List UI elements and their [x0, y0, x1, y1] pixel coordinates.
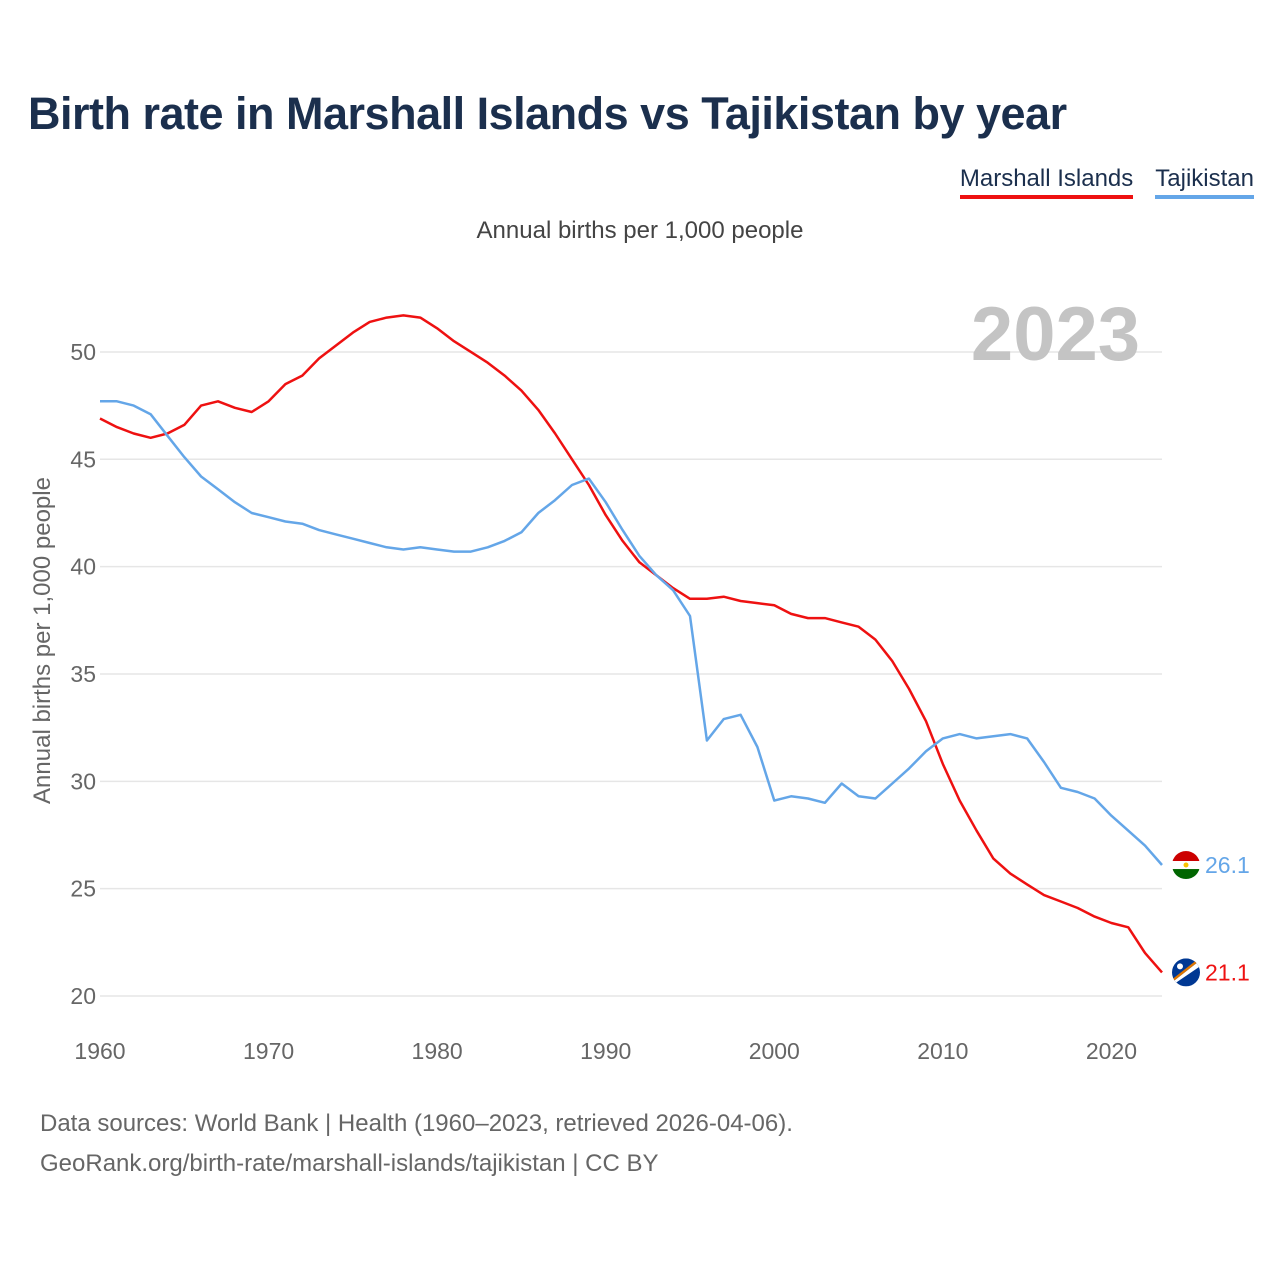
series-line-tajikistan [100, 400, 1163, 866]
y-tick-label: 40 [70, 554, 96, 580]
legend-item-marshall-islands[interactable]: Marshall Islands [959, 165, 1134, 199]
x-tick-label: 1990 [580, 1038, 631, 1064]
y-tick-label: 35 [70, 661, 96, 687]
x-tick-label: 2010 [917, 1038, 968, 1064]
flag-stripe-red [1172, 851, 1200, 862]
year-label: 2023 [971, 292, 1140, 377]
footer: Data sources: World Bank | Health (1960–… [40, 1104, 793, 1184]
footer-sources: Data sources: World Bank | Health (1960–… [40, 1110, 793, 1137]
flag-ray-white [1172, 960, 1200, 986]
flag-crown [1183, 862, 1189, 868]
y-tick-label: 50 [70, 339, 96, 365]
flag-star [1177, 963, 1183, 970]
x-tick-label: 2000 [749, 1038, 800, 1064]
chart-subtitle: Annual births per 1,000 people [476, 217, 804, 244]
chart-title: Birth rate in Marshall Islands vs Tajiki… [28, 88, 1067, 139]
x-tick-label: 1970 [243, 1038, 294, 1064]
flag-stripe-green [1172, 869, 1200, 880]
y-axis-label: Annual births per 1,000 people [29, 477, 56, 804]
x-tick-label: 1980 [412, 1038, 463, 1064]
x-tick-label: 1960 [74, 1038, 125, 1064]
end-label-marshall-islands: 21.1 [1205, 959, 1250, 985]
footer-link[interactable]: GeoRank.org/birth-rate/marshall-islands/… [40, 1150, 659, 1177]
legend: Marshall Islands Tajikistan [959, 165, 1254, 199]
y-tick-label: 25 [70, 876, 96, 902]
end-label-tajikistan: 26.1 [1205, 852, 1250, 878]
y-tick-label: 45 [70, 446, 96, 472]
legend-item-tajikistan[interactable]: Tajikistan [1155, 165, 1254, 199]
y-tick-label: 30 [70, 768, 96, 794]
flag-ray-orange [1172, 958, 1200, 983]
x-tick-label: 2020 [1086, 1038, 1137, 1064]
y-tick-label: 20 [70, 983, 96, 1009]
flag-tajikistan-icon [1172, 851, 1200, 880]
flag-marshall-islands-icon [1172, 958, 1200, 987]
series-line-marshall-islands [99, 314, 1163, 974]
